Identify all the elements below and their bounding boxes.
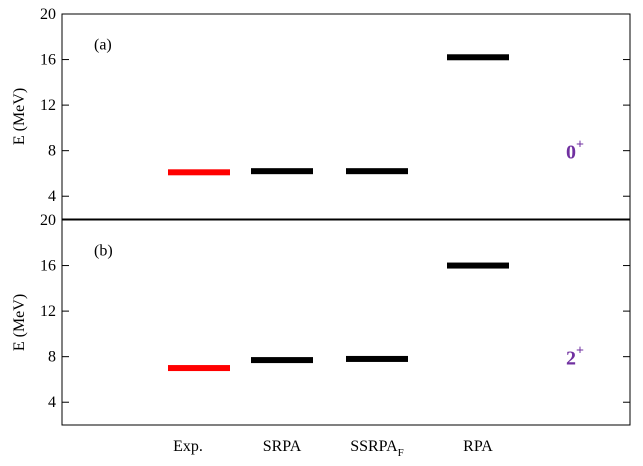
x-tick-label: SRPA bbox=[263, 438, 302, 455]
panel-label: (a) bbox=[94, 36, 112, 53]
y-tick-label: 8 bbox=[48, 349, 56, 366]
y-tick-label: 20 bbox=[40, 212, 56, 229]
level-bar bbox=[168, 365, 230, 372]
y-tick-label: 16 bbox=[40, 258, 56, 275]
x-tick-label: RPA bbox=[463, 438, 493, 455]
y-tick-label: 8 bbox=[48, 143, 56, 160]
state-label: 2+ bbox=[566, 344, 584, 370]
plot-frame bbox=[61, 219, 631, 426]
y-axis-label: E (MeV) bbox=[11, 88, 28, 145]
level-bar bbox=[447, 54, 509, 61]
y-axis-label: E (MeV) bbox=[11, 294, 28, 351]
panel-label: (b) bbox=[94, 242, 113, 259]
state-sup: + bbox=[576, 344, 584, 359]
level-bar bbox=[346, 355, 408, 362]
x-tick-label: Exp. bbox=[173, 438, 203, 455]
plot-frame bbox=[61, 13, 631, 220]
category-subscript: F bbox=[398, 447, 404, 459]
level-bar bbox=[346, 168, 408, 175]
y-tick-label: 16 bbox=[40, 52, 56, 69]
y-tick-label: 4 bbox=[48, 394, 56, 411]
state-text: 0 bbox=[566, 142, 576, 164]
level-bar bbox=[251, 168, 313, 175]
category-text: RPA bbox=[463, 438, 493, 455]
y-tick-label: 20 bbox=[40, 6, 56, 23]
state-text: 2 bbox=[566, 348, 576, 370]
state-sup: + bbox=[576, 138, 584, 153]
x-tick-label: SSRPAF bbox=[350, 438, 404, 459]
category-text: SRPA bbox=[263, 438, 302, 455]
category-text: SSRPA bbox=[350, 438, 398, 455]
state-label: 0+ bbox=[566, 138, 584, 164]
level-bar bbox=[251, 357, 313, 364]
category-text: Exp. bbox=[173, 438, 203, 455]
y-tick-label: 12 bbox=[40, 303, 56, 320]
level-bar bbox=[447, 262, 509, 269]
level-bar bbox=[168, 169, 230, 176]
y-tick-label: 12 bbox=[40, 97, 56, 114]
y-tick-label: 4 bbox=[48, 188, 56, 205]
